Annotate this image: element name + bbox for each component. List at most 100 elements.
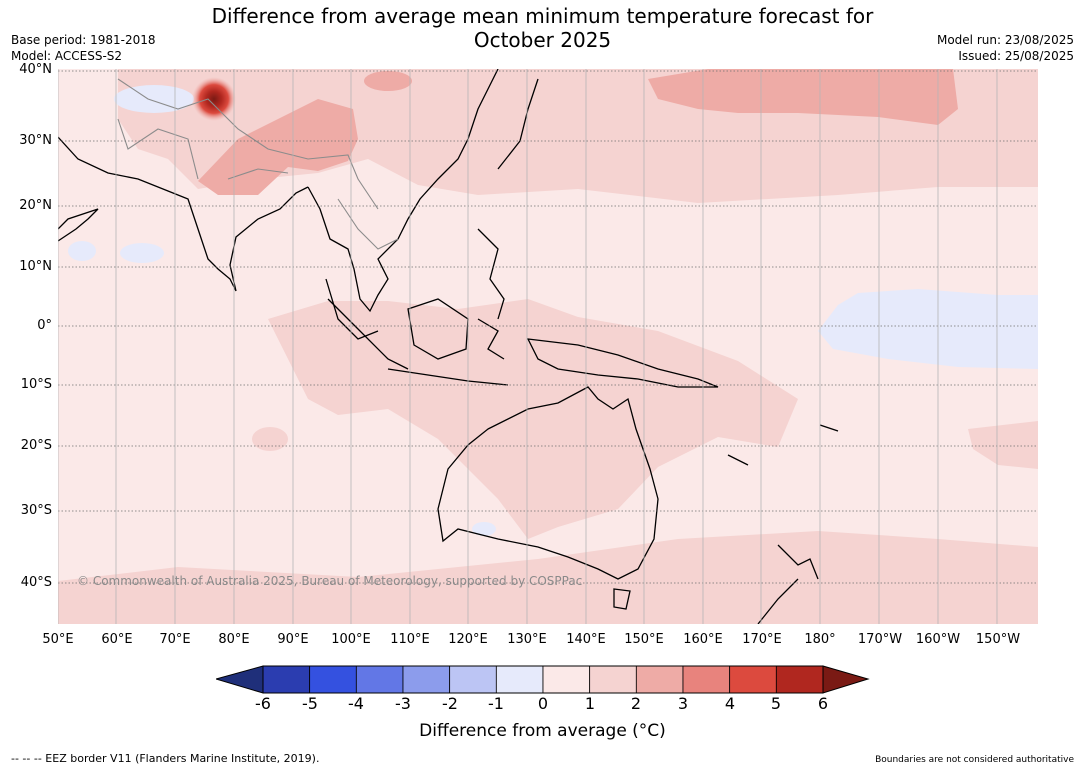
anomaly-hotspot-karakoram (192, 77, 236, 121)
lon-label: 140°E (566, 632, 606, 647)
colorbar-label: Difference from average (°C) (419, 721, 666, 741)
lat-label-20n: 20°N (19, 198, 52, 213)
anomaly-neg-1-0-india (120, 243, 164, 263)
map-panel (58, 69, 1038, 624)
lat-label-30n: 30°N (19, 133, 52, 148)
colorbar-extend-low (216, 665, 264, 694)
colorbar-tick: 0 (537, 694, 549, 713)
colorbar-tick: 6 (817, 694, 829, 713)
colorbar-tick: -2 (442, 694, 458, 713)
coastlines (58, 69, 839, 624)
coast-newcaledonia (727, 454, 749, 466)
lon-label: 70°E (159, 632, 191, 647)
lon-label: 150°W (975, 632, 1021, 647)
lon-label: 160°W (915, 632, 961, 647)
coast-japan (497, 78, 539, 170)
lat-label-30s: 30°S (20, 503, 52, 518)
anomaly-neg-1-0-australia (472, 522, 496, 536)
longitude-gridlines (58, 69, 998, 624)
lat-label-equator: 0° (37, 318, 52, 333)
anomaly-2-3-himalaya (198, 99, 358, 195)
coast-png (526, 338, 719, 388)
colorbar-cell (635, 665, 684, 694)
model-run: Model run: 23/08/2025 (936, 33, 1074, 47)
lon-label: 90°E (277, 632, 309, 647)
colorbar-cell (589, 665, 637, 694)
colorbar-tick: 3 (677, 694, 689, 713)
colorbar-cell (402, 665, 451, 694)
lon-label: 60°E (101, 632, 133, 647)
anomaly-1-2-eastpacific (968, 421, 1038, 469)
lat-label-10n: 10°N (19, 259, 52, 274)
issued-date: Issued: 25/08/2025 (958, 49, 1074, 63)
lat-label-40s: 40°S (20, 575, 52, 590)
colorbar-cell (682, 665, 731, 694)
latitude-gridlines (58, 70, 1038, 584)
lon-label: 170°W (857, 632, 903, 647)
anomaly-neg-1-0-pacific (818, 289, 1038, 369)
lat-label-40n: 40°N (19, 62, 52, 77)
lon-label: 180° (804, 632, 836, 647)
colorbar-cell (542, 665, 591, 694)
model-name: Model: ACCESS-S2 (11, 49, 123, 63)
colorbar-tick: -5 (302, 694, 318, 713)
coast-tasmania (613, 588, 631, 610)
meta-right: Model run: 23/08/2025 Issued: 25/08/2025 (937, 32, 1074, 64)
lon-label: 50°E (42, 632, 74, 647)
coast-fiji (819, 424, 839, 432)
colorbar-cell (355, 665, 404, 694)
anomaly-1-2-maritime (268, 299, 798, 539)
anomaly-2-3-pacific-north (648, 69, 958, 125)
colorbar-cell (775, 665, 824, 694)
colorbar-cell (729, 665, 777, 694)
title-line-2: October 2025 (473, 28, 612, 52)
boundaries-disclaimer: Boundaries are not considered authoritat… (875, 755, 1074, 765)
lon-label: 100°E (331, 632, 371, 647)
anomaly-neg-1-0-pamir (114, 85, 194, 113)
lat-label-10s: 10°S (20, 377, 52, 392)
coast-borneo (407, 298, 469, 360)
colorbar-tick: -4 (348, 694, 364, 713)
coast-arabia-iran (58, 136, 309, 292)
colorbar-cell (449, 665, 497, 694)
title-line-1: Difference from average mean minimum tem… (211, 4, 874, 28)
lon-label: 110°E (390, 632, 430, 647)
chart-title: Difference from average mean minimum tem… (0, 4, 1085, 52)
colorbar-cell (495, 665, 544, 694)
lon-label: 80°E (218, 632, 250, 647)
colorbar-cell (309, 665, 357, 694)
colorbar-tick: 4 (724, 694, 736, 713)
coast-java (387, 368, 509, 386)
colorbar-cells (262, 665, 824, 694)
colorbar-frame (262, 665, 824, 694)
lon-label: 130°E (507, 632, 547, 647)
meta-left: Base period: 1981-2018 Model: ACCESS-S2 (11, 32, 156, 64)
anomaly-1-2-south (58, 531, 1038, 624)
colorbar-tick: 5 (770, 694, 782, 713)
base-period: Base period: 1981-2018 (11, 33, 156, 47)
coast-africa-horn (58, 208, 99, 242)
coast-newzealand-north (777, 544, 819, 580)
coast-sulawesi (477, 318, 505, 360)
copyright-note: © Commonwealth of Australia 2025, Bureau… (77, 574, 583, 588)
colorbar-cell (262, 665, 311, 694)
anomaly-neg-1-0-arabia (68, 241, 96, 261)
anomaly-2-3-japan (364, 71, 412, 91)
anomaly-1-2-blob-west (252, 427, 288, 451)
coast-newzealand-south (757, 578, 799, 624)
coast-sumatra (327, 298, 409, 370)
colorbar-extend-high (822, 665, 870, 694)
lon-label: 160°E (683, 632, 723, 647)
lon-label: 150°E (624, 632, 664, 647)
coast-philippines (477, 228, 505, 320)
colorbar-tick: 2 (630, 694, 642, 713)
lon-label: 120°E (448, 632, 488, 647)
eez-legend-note: -- -- -- EEZ border V11 (Flanders Marine… (11, 752, 320, 765)
colorbar (216, 665, 870, 694)
colorbar-tick: -6 (255, 694, 271, 713)
lat-label-20s: 20°S (20, 438, 52, 453)
colorbar-tick: 1 (584, 694, 596, 713)
colorbar-tick: -1 (488, 694, 504, 713)
country-borders (117, 78, 399, 250)
coast-malay (325, 278, 379, 340)
